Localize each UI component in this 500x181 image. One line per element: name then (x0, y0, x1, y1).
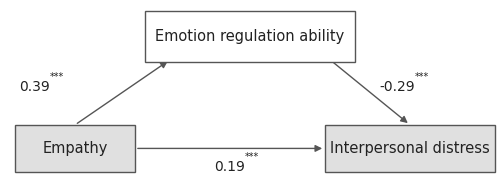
Text: -0.29: -0.29 (380, 80, 416, 94)
FancyBboxPatch shape (145, 11, 355, 62)
Text: Empathy: Empathy (42, 141, 108, 156)
Text: ***: *** (50, 72, 64, 82)
Text: Interpersonal distress: Interpersonal distress (330, 141, 490, 156)
FancyBboxPatch shape (15, 125, 135, 172)
Text: ***: *** (415, 72, 430, 82)
Text: 0.19: 0.19 (214, 159, 246, 174)
Text: 0.39: 0.39 (20, 80, 50, 94)
Text: ***: *** (244, 151, 259, 161)
Text: Emotion regulation ability: Emotion regulation ability (156, 29, 344, 44)
FancyBboxPatch shape (325, 125, 495, 172)
